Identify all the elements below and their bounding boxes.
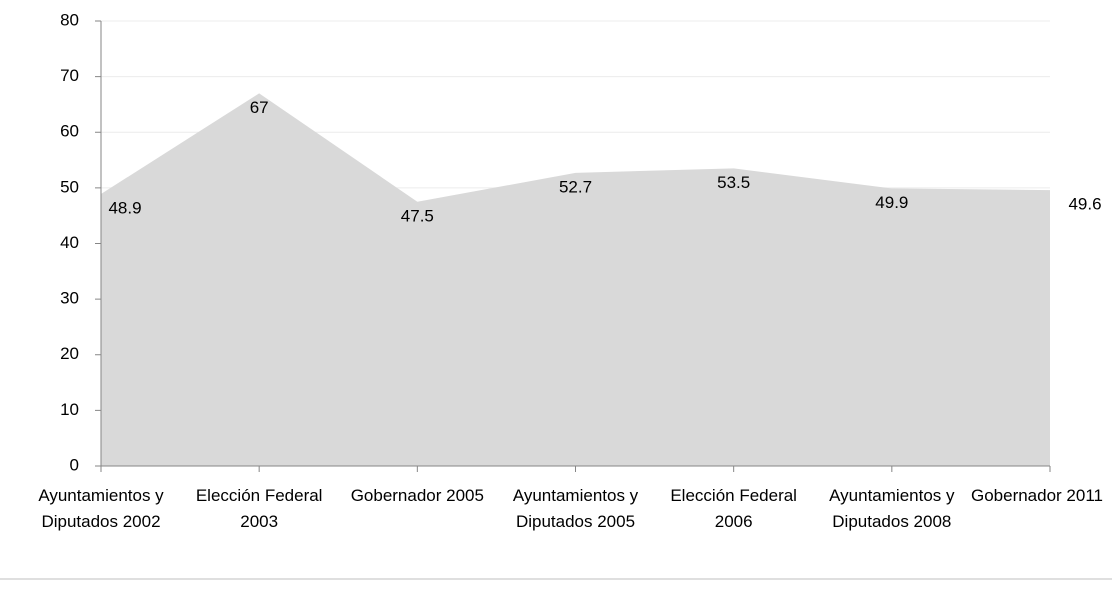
- data-label: 52.7: [559, 177, 592, 196]
- x-tick-label: Ayuntamientos y Diputados 2008: [829, 486, 955, 531]
- y-tick-label: 40: [60, 233, 79, 252]
- x-tick-label: Ayuntamientos y Diputados 2002: [38, 486, 164, 531]
- y-tick-label: 60: [60, 122, 79, 141]
- y-tick-label: 10: [60, 400, 79, 419]
- area: [101, 93, 1050, 466]
- y-tick-label: 80: [60, 10, 79, 29]
- data-label: 49.9: [875, 193, 908, 212]
- x-tick-label: Gobernador 2005: [350, 486, 484, 505]
- x-tick-label: Ayuntamientos y Diputados 2005: [512, 486, 639, 531]
- data-label: 67: [250, 98, 269, 117]
- y-tick-label: 0: [70, 455, 79, 474]
- data-label: 49.6: [1068, 195, 1101, 214]
- y-tick-label: 30: [60, 289, 79, 308]
- x-tick-label: Gobernador 2011: [970, 486, 1103, 505]
- data-label: 47.5: [401, 206, 434, 225]
- data-label: 48.9: [108, 198, 141, 217]
- x-tick-label: Elección Federal 2003: [195, 486, 323, 531]
- data-label: 53.5: [717, 173, 750, 192]
- y-tick-label: 20: [60, 344, 79, 363]
- y-tick-label: 50: [60, 177, 79, 196]
- x-tick-label: Elección Federal 2006: [670, 486, 797, 531]
- y-tick-label: 70: [60, 66, 79, 85]
